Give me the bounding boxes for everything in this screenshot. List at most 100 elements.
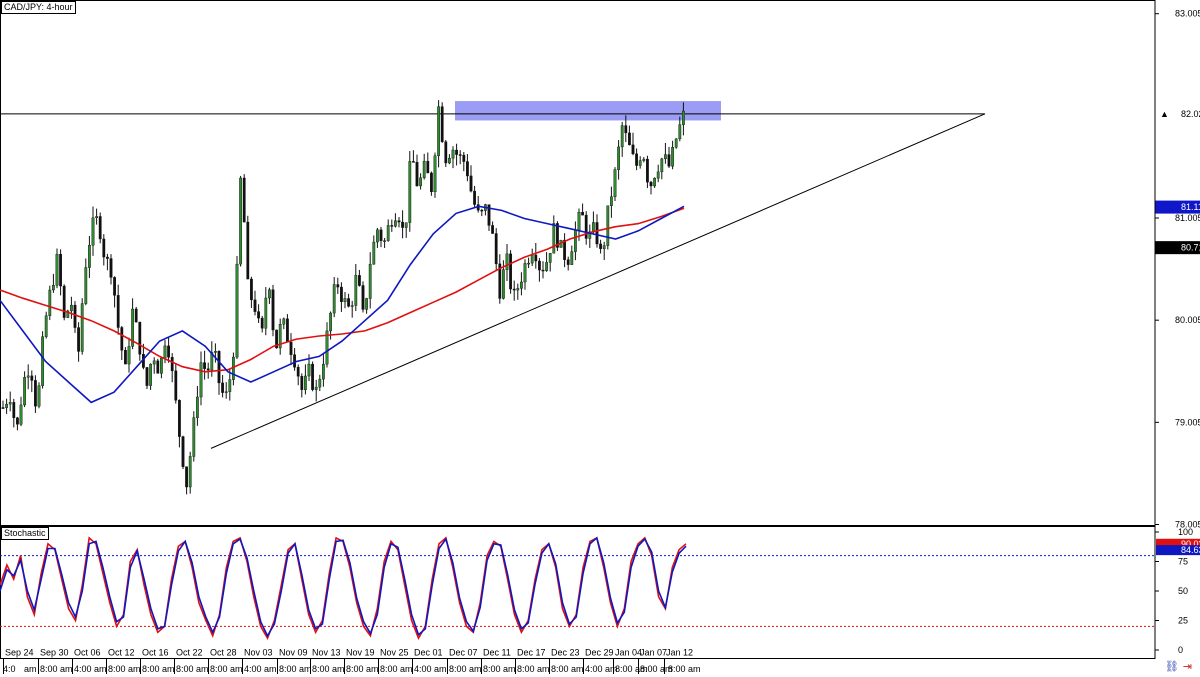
- candle-body: [588, 231, 592, 239]
- chain-link-icon[interactable]: ⛓: [1164, 661, 1179, 673]
- candle-body: [358, 275, 361, 286]
- candle-body: [41, 336, 45, 386]
- ma-blue-line: [0, 205, 685, 404]
- candle-body: [167, 345, 170, 358]
- candle-body: [16, 417, 19, 425]
- x-tick-label: Sep 30: [40, 647, 69, 657]
- candle-body: [512, 288, 516, 291]
- candle-body: [592, 222, 595, 232]
- price-arrow-icon: ▲: [1160, 109, 1169, 119]
- candle-body: [264, 297, 268, 329]
- candle-body: [177, 400, 181, 437]
- candle-body: [520, 281, 523, 289]
- candle-body: [577, 211, 581, 231]
- stochastic-pane-frame: [0, 526, 1156, 659]
- x-tick-label: Dec 23: [551, 647, 580, 657]
- candle-body: [610, 196, 613, 206]
- candle-body: [253, 299, 257, 312]
- candle-body: [52, 285, 55, 291]
- candle-body: [228, 379, 232, 392]
- candle-body: [426, 160, 430, 174]
- x-tick-label: Dec 17: [517, 647, 546, 657]
- candle-body: [516, 288, 520, 291]
- candle-body: [113, 277, 117, 296]
- candle-body: [635, 153, 639, 166]
- candle-body: [271, 289, 275, 331]
- candle-body: [282, 318, 286, 325]
- candle-body: [170, 357, 174, 372]
- candle-body: [412, 161, 415, 163]
- candle-body: [390, 225, 394, 227]
- candle-body: [77, 327, 81, 352]
- x-sub-label: 8:00 am: [517, 664, 550, 674]
- scroll-to-end-icon[interactable]: ⇥: [1182, 661, 1192, 673]
- candle-body: [584, 214, 588, 239]
- price-label-box: [1155, 107, 1200, 121]
- candle-body: [145, 367, 149, 386]
- candle-body: [419, 177, 422, 187]
- x-sub-label: 8:00 am: [176, 664, 209, 674]
- candle-body: [224, 391, 228, 393]
- x-tick-label: Oct 22: [176, 647, 203, 657]
- x-sub-label: am: [24, 664, 37, 674]
- candle-body: [296, 367, 300, 377]
- price-label: 82.025: [1181, 109, 1200, 119]
- candle-body: [73, 304, 77, 328]
- candle-body: [138, 321, 142, 355]
- candle-body: [444, 141, 448, 164]
- candle-body: [289, 341, 293, 355]
- candle-body: [343, 298, 347, 302]
- stochastic-value-box: [1156, 545, 1200, 556]
- x-sub-label: 4:0: [3, 664, 16, 674]
- stochastic-y-tick-label: 50: [1178, 586, 1188, 596]
- candle-body: [347, 298, 350, 307]
- candle-body: [530, 254, 534, 264]
- candle-body: [249, 278, 253, 301]
- candle-body: [84, 267, 88, 304]
- candle-body: [458, 154, 462, 156]
- candle-body: [509, 253, 512, 290]
- stochastic-value-label: 84.63: [1181, 545, 1200, 555]
- x-tick-label: Nov 25: [380, 647, 409, 657]
- y-tick-label: 79.005: [1175, 417, 1200, 427]
- candle-body: [620, 125, 624, 148]
- candle-body: [134, 308, 138, 323]
- candle-body: [379, 229, 383, 241]
- candle-body: [246, 221, 250, 280]
- candle-body: [678, 124, 682, 140]
- y-tick-label: 78.005: [1175, 519, 1200, 529]
- candle-body: [595, 222, 599, 245]
- x-sub-label: 4:00 am: [414, 664, 447, 674]
- price-label-box: [1155, 200, 1200, 214]
- candle-body: [322, 363, 325, 380]
- candle-body: [642, 158, 646, 161]
- candle-body: [185, 466, 188, 488]
- candle-body: [350, 305, 354, 307]
- x-sub-label: 8:00 am: [40, 664, 73, 674]
- candle-body: [383, 240, 386, 242]
- x-tick-label: Jan 07: [640, 647, 667, 657]
- candle-body: [34, 380, 37, 407]
- candle-body: [116, 295, 120, 328]
- x-tick-label: Oct 06: [74, 647, 101, 657]
- candle-body: [671, 147, 675, 167]
- candle-body: [156, 360, 160, 374]
- x-sub-label: 8:00 am: [312, 664, 345, 674]
- candle-body: [545, 262, 549, 271]
- x-tick-label: Oct 16: [142, 647, 169, 657]
- candle-body: [23, 377, 26, 406]
- x-tick-label: Jan 04: [615, 647, 642, 657]
- candle-body: [293, 354, 296, 368]
- candle-body: [574, 229, 577, 252]
- candle-body: [556, 223, 559, 248]
- candle-body: [257, 311, 260, 319]
- candle-body: [336, 284, 340, 288]
- candle-body: [563, 239, 567, 260]
- candle-body: [163, 345, 167, 359]
- candle-body: [123, 350, 127, 365]
- candle-body: [307, 363, 311, 377]
- stochastic-y-tick-label: 75: [1178, 557, 1188, 567]
- candle-body: [149, 363, 152, 386]
